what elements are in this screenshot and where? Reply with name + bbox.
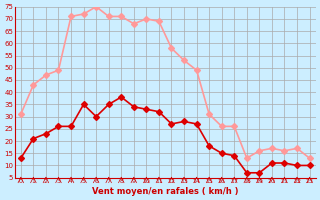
X-axis label: Vent moyen/en rafales ( km/h ): Vent moyen/en rafales ( km/h ): [92, 187, 238, 196]
